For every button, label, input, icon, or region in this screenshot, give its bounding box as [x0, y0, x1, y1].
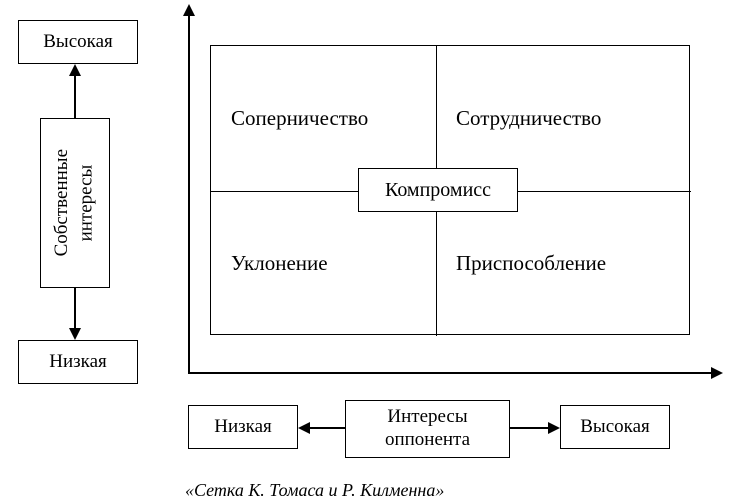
quadrant-top-right-label: Сотрудничество [456, 106, 601, 131]
x-high-box: Высокая [560, 405, 670, 449]
center-compromise-box: Компромисс [358, 168, 518, 212]
y-arrow-up-head [69, 64, 81, 76]
y-arrow-down-head [69, 328, 81, 340]
y-low-label: Низкая [49, 351, 107, 373]
y-axis-label-box: Собственные интересы [40, 118, 110, 288]
y-arrow-down-line [74, 288, 76, 330]
x-axis-arrowhead [711, 367, 723, 379]
x-axis-line [188, 372, 715, 374]
y-arrow-up-line [74, 74, 76, 118]
x-axis-label-box: Интересы оппонента [345, 400, 510, 458]
caption: «Сетка К. Томаса и Р. Килменна» [185, 480, 444, 501]
x-low-box: Низкая [188, 405, 298, 449]
x-high-label: Высокая [580, 416, 650, 438]
x-low-label: Низкая [214, 416, 272, 438]
x-axis-label: Интересы оппонента [385, 406, 470, 452]
y-high-box: Высокая [18, 20, 138, 64]
caption-text: «Сетка К. Томаса и Р. Килменна» [185, 480, 444, 500]
x-arrow-left-line [308, 427, 345, 429]
quadrant-bottom-left: Уклонение [211, 191, 436, 336]
x-arrow-left-head [298, 422, 310, 434]
quadrant-bottom-right: Приспособление [436, 191, 691, 336]
quadrant-bottom-right-label: Приспособление [456, 251, 606, 276]
y-axis-arrowhead [183, 4, 195, 16]
y-axis-label: Собственные интересы [50, 149, 99, 256]
quadrant-top-left-label: Соперничество [231, 106, 368, 131]
y-high-label: Высокая [43, 31, 113, 53]
y-low-box: Низкая [18, 340, 138, 384]
x-arrow-right-line [510, 427, 550, 429]
quadrant-bottom-left-label: Уклонение [231, 251, 328, 276]
center-label: Компромисс [385, 179, 491, 202]
y-axis-line [188, 10, 190, 372]
x-arrow-right-head [548, 422, 560, 434]
